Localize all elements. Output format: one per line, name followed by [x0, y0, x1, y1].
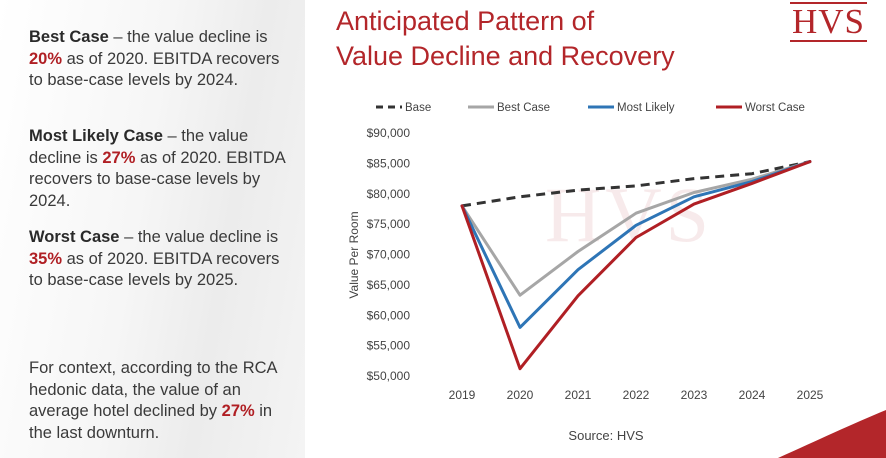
most-likely-pct: 27%	[102, 148, 136, 167]
context-text-pre: For context, according to the RCA hedoni…	[29, 359, 277, 420]
y-tick-label: $75,000	[367, 217, 411, 231]
y-tick-label: $55,000	[367, 339, 411, 353]
worst-case-paragraph: Worst Case – the value decline is 35% as…	[29, 227, 291, 292]
x-tick-label: 2022	[623, 388, 650, 402]
legend-label-likely: Most Likely	[617, 102, 675, 114]
best-case-paragraph: Best Case – the value decline is 20% as …	[29, 27, 291, 92]
context-paragraph: For context, according to the RCA hedoni…	[29, 358, 291, 444]
title-line-1: Anticipated Pattern of	[336, 6, 595, 36]
series-line-likely	[460, 160, 812, 329]
y-tick-label: $80,000	[367, 187, 411, 201]
title-line-2: Value Decline and Recovery	[336, 41, 675, 71]
best-case-text-post: as of 2020. EBITDA recovers to base-case…	[29, 49, 280, 90]
best-case-text-pre: – the value decline is	[108, 28, 268, 46]
x-tick-label: 2025	[797, 388, 824, 402]
x-tick-label: 2021	[565, 388, 592, 402]
y-tick-label: $65,000	[367, 278, 411, 292]
chart-source: Source: HVS	[568, 428, 643, 443]
series-line-best	[460, 160, 812, 297]
worst-case-text-pre: – the value decline is	[119, 228, 279, 246]
y-axis-label: Value Per Room	[347, 211, 361, 298]
most-likely-text-post: as of 2020. EBITDA recovers to base-case…	[29, 148, 285, 210]
worst-case-label: Worst Case	[29, 228, 120, 246]
x-tick-label: 2023	[681, 388, 708, 402]
legend-label-base: Base	[405, 102, 431, 114]
legend-label-best: Best Case	[497, 102, 550, 114]
y-tick-label: $90,000	[367, 126, 411, 140]
x-tick-label: 2020	[507, 388, 534, 402]
worst-case-text-post: as of 2020. EBITDA recovers to base-case…	[29, 249, 280, 290]
context-pct: 27%	[221, 402, 255, 420]
context-text-post: in the last downturn.	[29, 402, 273, 442]
best-case-pct: 20%	[29, 49, 63, 68]
x-tick-label: 2019	[449, 388, 476, 402]
most-likely-text-pre: – the value decline is	[29, 127, 249, 167]
most-likely-label: Most Likely Case	[29, 127, 163, 145]
hvs-logo: HVS	[790, 2, 868, 42]
page-title: Anticipated Pattern of Value Decline and…	[336, 4, 756, 74]
series-line-worst	[460, 160, 812, 371]
most-likely-paragraph: Most Likely Case – the value decline is …	[29, 126, 291, 212]
best-case-label: Best Case	[29, 28, 109, 46]
x-tick-label: 2024	[739, 388, 766, 402]
y-tick-label: $70,000	[367, 248, 411, 262]
y-tick-label: $60,000	[367, 308, 411, 322]
y-tick-label: $85,000	[367, 156, 411, 170]
series-line-base	[461, 160, 811, 208]
left-panel: Best Case – the value decline is 20% as …	[0, 0, 305, 458]
y-tick-label: $50,000	[367, 369, 411, 383]
legend-label-worst: Worst Case	[745, 102, 805, 114]
worst-case-pct: 35%	[29, 249, 63, 268]
